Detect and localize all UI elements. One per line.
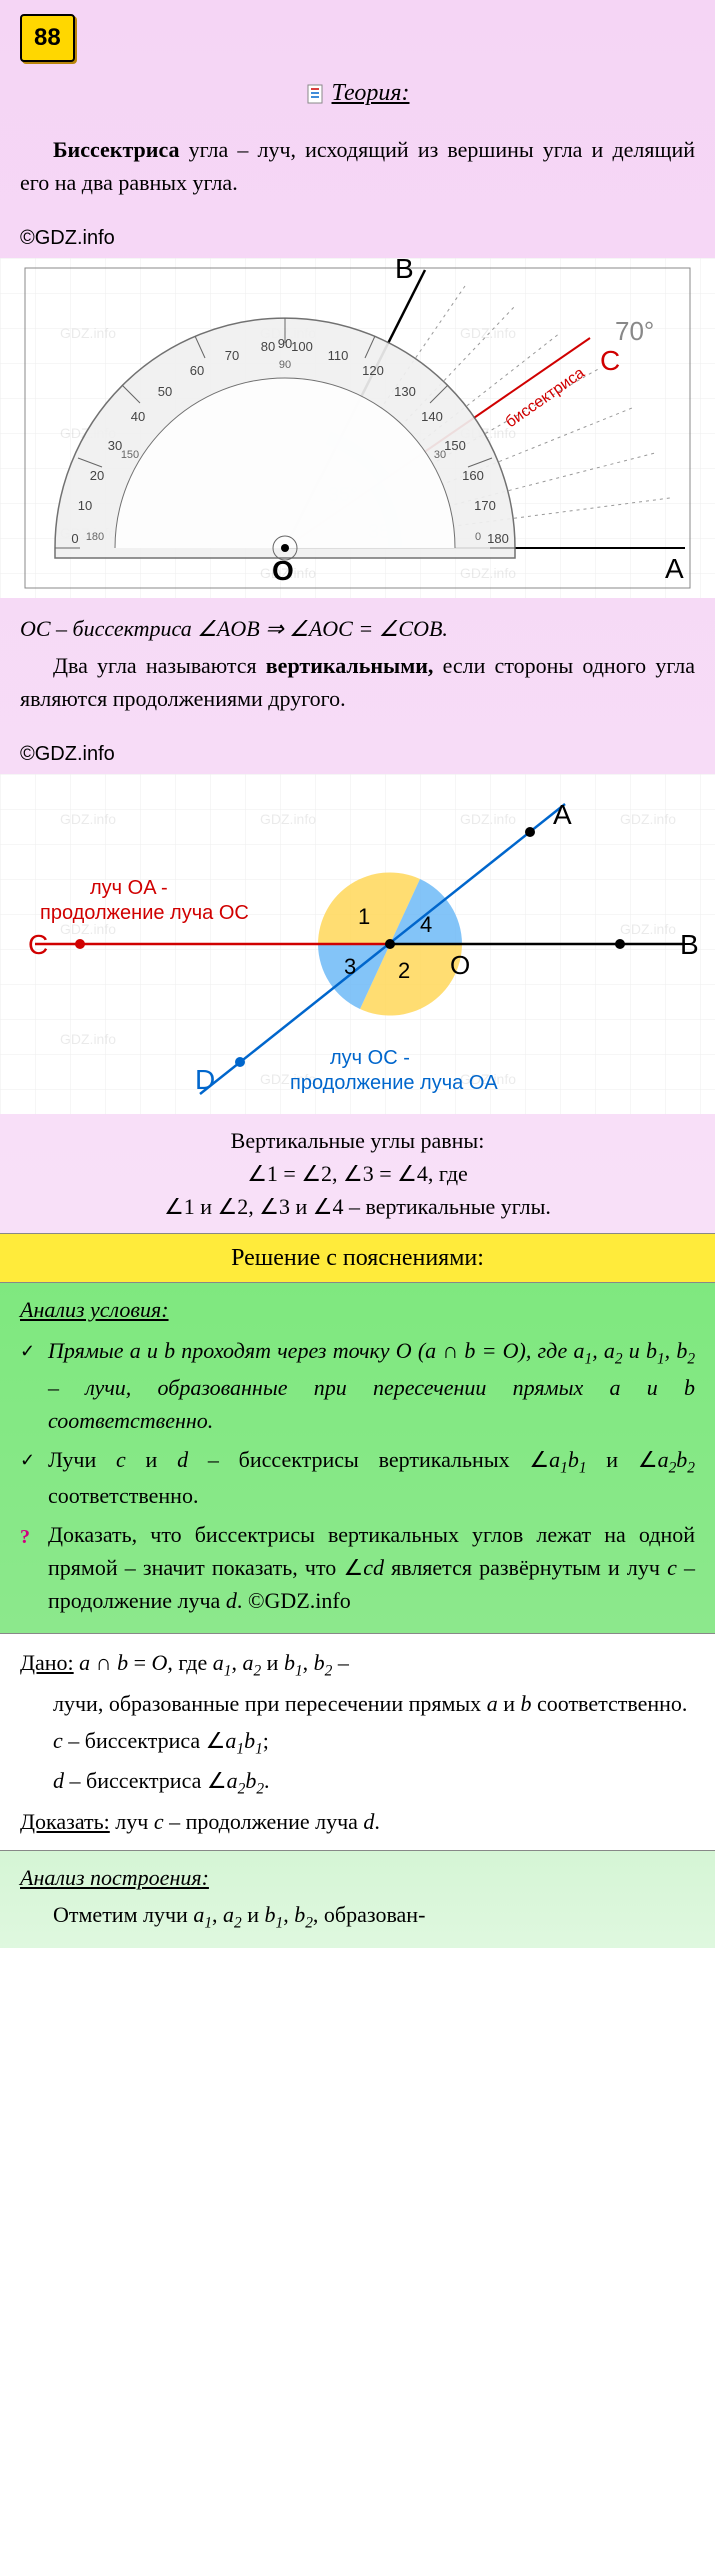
svg-text:GDZ.info: GDZ.info — [260, 811, 316, 827]
solution-header: Решение с пояснениями: — [0, 1233, 715, 1283]
svg-text:продолжение луча OA: продолжение луча OA — [290, 1072, 498, 1094]
problem-number-badge: 88 — [20, 14, 75, 62]
analysis-item-1: ✓ Прямые a и b проходят через точку O (a… — [20, 1334, 695, 1437]
svg-text:3: 3 — [344, 954, 356, 979]
construction-title: Анализ построения: — [20, 1861, 695, 1894]
vertical-angles-diagram: GDZ.info GDZ.info GDZ.info GDZ.info GDZ.inf… — [0, 774, 715, 1114]
svg-text:B: B — [680, 929, 699, 960]
angle-70-label: 70° — [615, 316, 654, 346]
construction-text: Отметим лучи a1, a2 и b1, b2, образован- — [20, 1898, 695, 1935]
svg-text:B: B — [395, 258, 414, 284]
svg-text:2: 2 — [398, 958, 410, 983]
svg-text:120: 120 — [362, 363, 384, 378]
svg-text:140: 140 — [421, 409, 443, 424]
svg-text:O: O — [272, 555, 294, 586]
svg-text:150: 150 — [121, 449, 139, 461]
svg-text:0: 0 — [475, 531, 481, 543]
svg-text:GDZ.info: GDZ.info — [60, 1031, 116, 1047]
svg-text:1: 1 — [358, 904, 370, 929]
svg-text:40: 40 — [131, 409, 145, 424]
svg-text:80: 80 — [261, 339, 275, 354]
svg-text:170: 170 — [474, 498, 496, 513]
svg-text:4: 4 — [420, 912, 432, 937]
svg-text:110: 110 — [328, 348, 349, 363]
copyright-text-2: ©GDZ.info — [0, 729, 715, 774]
analysis-item-3: ? Доказать, что биссектрисы вертикаль­ны… — [20, 1518, 695, 1617]
check-icon: ✓ — [20, 1443, 48, 1513]
copyright-text: ©GDZ.info — [0, 213, 715, 258]
svg-text:130: 130 — [394, 384, 416, 399]
svg-text:50: 50 — [158, 384, 172, 399]
svg-text:GDZ.info: GDZ.info — [60, 325, 116, 341]
given-line-2: лучи, образованные при пересечении прямы… — [20, 1687, 695, 1720]
bisector-formula: OC – биссектриса ∠AOB ⇒ ∠AOC = ∠COB. — [20, 612, 695, 645]
svg-text:GDZ.info: GDZ.info — [460, 325, 516, 341]
svg-text:90: 90 — [278, 336, 292, 351]
given-line-1: Дано: a ∩ b = O, где a1, a2 и b1, b2 – — [20, 1646, 695, 1683]
given-line-3: c – биссектриса ∠a1b1; — [20, 1724, 695, 1761]
svg-text:160: 160 — [462, 468, 484, 483]
paper-icon — [306, 82, 326, 106]
svg-text:10: 10 — [78, 498, 92, 513]
given-line-4: d – биссектриса ∠a2b2. — [20, 1764, 695, 1801]
svg-text:GDZ.info: GDZ.info — [620, 921, 676, 937]
svg-text:луч OA -: луч OA - — [90, 877, 168, 899]
svg-text:C: C — [28, 929, 48, 960]
protractor-diagram: GDZ.infoGDZ.infoGDZ.info GDZ.infoGDZ.inf… — [0, 258, 715, 598]
svg-text:C: C — [600, 345, 620, 376]
question-icon: ? — [20, 1518, 48, 1617]
svg-text:70: 70 — [225, 348, 239, 363]
theory-title: Теория: — [0, 75, 715, 111]
svg-text:100: 100 — [291, 339, 313, 354]
svg-text:A: A — [665, 553, 684, 584]
vertical-equal-block: Вертикальные углы равны: ∠1 = ∠2, ∠3 = ∠… — [0, 1114, 715, 1233]
svg-text:150: 150 — [444, 438, 466, 453]
svg-text:0: 0 — [71, 531, 78, 546]
svg-text:GDZ.info: GDZ.info — [460, 811, 516, 827]
svg-text:180: 180 — [86, 531, 104, 543]
svg-text:20: 20 — [90, 468, 104, 483]
svg-text:30: 30 — [434, 449, 446, 461]
prove-line: Доказать: луч c – продолжение луча d. — [20, 1805, 695, 1838]
vertical-angles-def: Два угла называются вертикаль­ными, если… — [20, 649, 695, 715]
svg-text:D: D — [195, 1064, 215, 1095]
svg-text:60: 60 — [190, 363, 204, 378]
svg-text:O: O — [450, 950, 470, 980]
svg-text:90: 90 — [279, 359, 291, 371]
svg-text:A: A — [553, 799, 572, 830]
svg-text:луч OC -: луч OC - — [330, 1047, 410, 1069]
svg-text:GDZ.info: GDZ.info — [460, 565, 516, 581]
analysis-title: Анализ условия: — [20, 1293, 695, 1326]
analysis-item-2: ✓ Лучи c и d – биссектрисы вертикальных … — [20, 1443, 695, 1513]
svg-text:GDZ.info: GDZ.info — [60, 811, 116, 827]
svg-text:продолжение луча OC: продолжение луча OC — [40, 902, 249, 924]
bisector-definition: Биссектриса угла – луч, исходящий из вер… — [20, 133, 695, 199]
svg-text:GDZ.info: GDZ.info — [620, 811, 676, 827]
check-icon: ✓ — [20, 1334, 48, 1437]
svg-text:180: 180 — [487, 531, 509, 546]
